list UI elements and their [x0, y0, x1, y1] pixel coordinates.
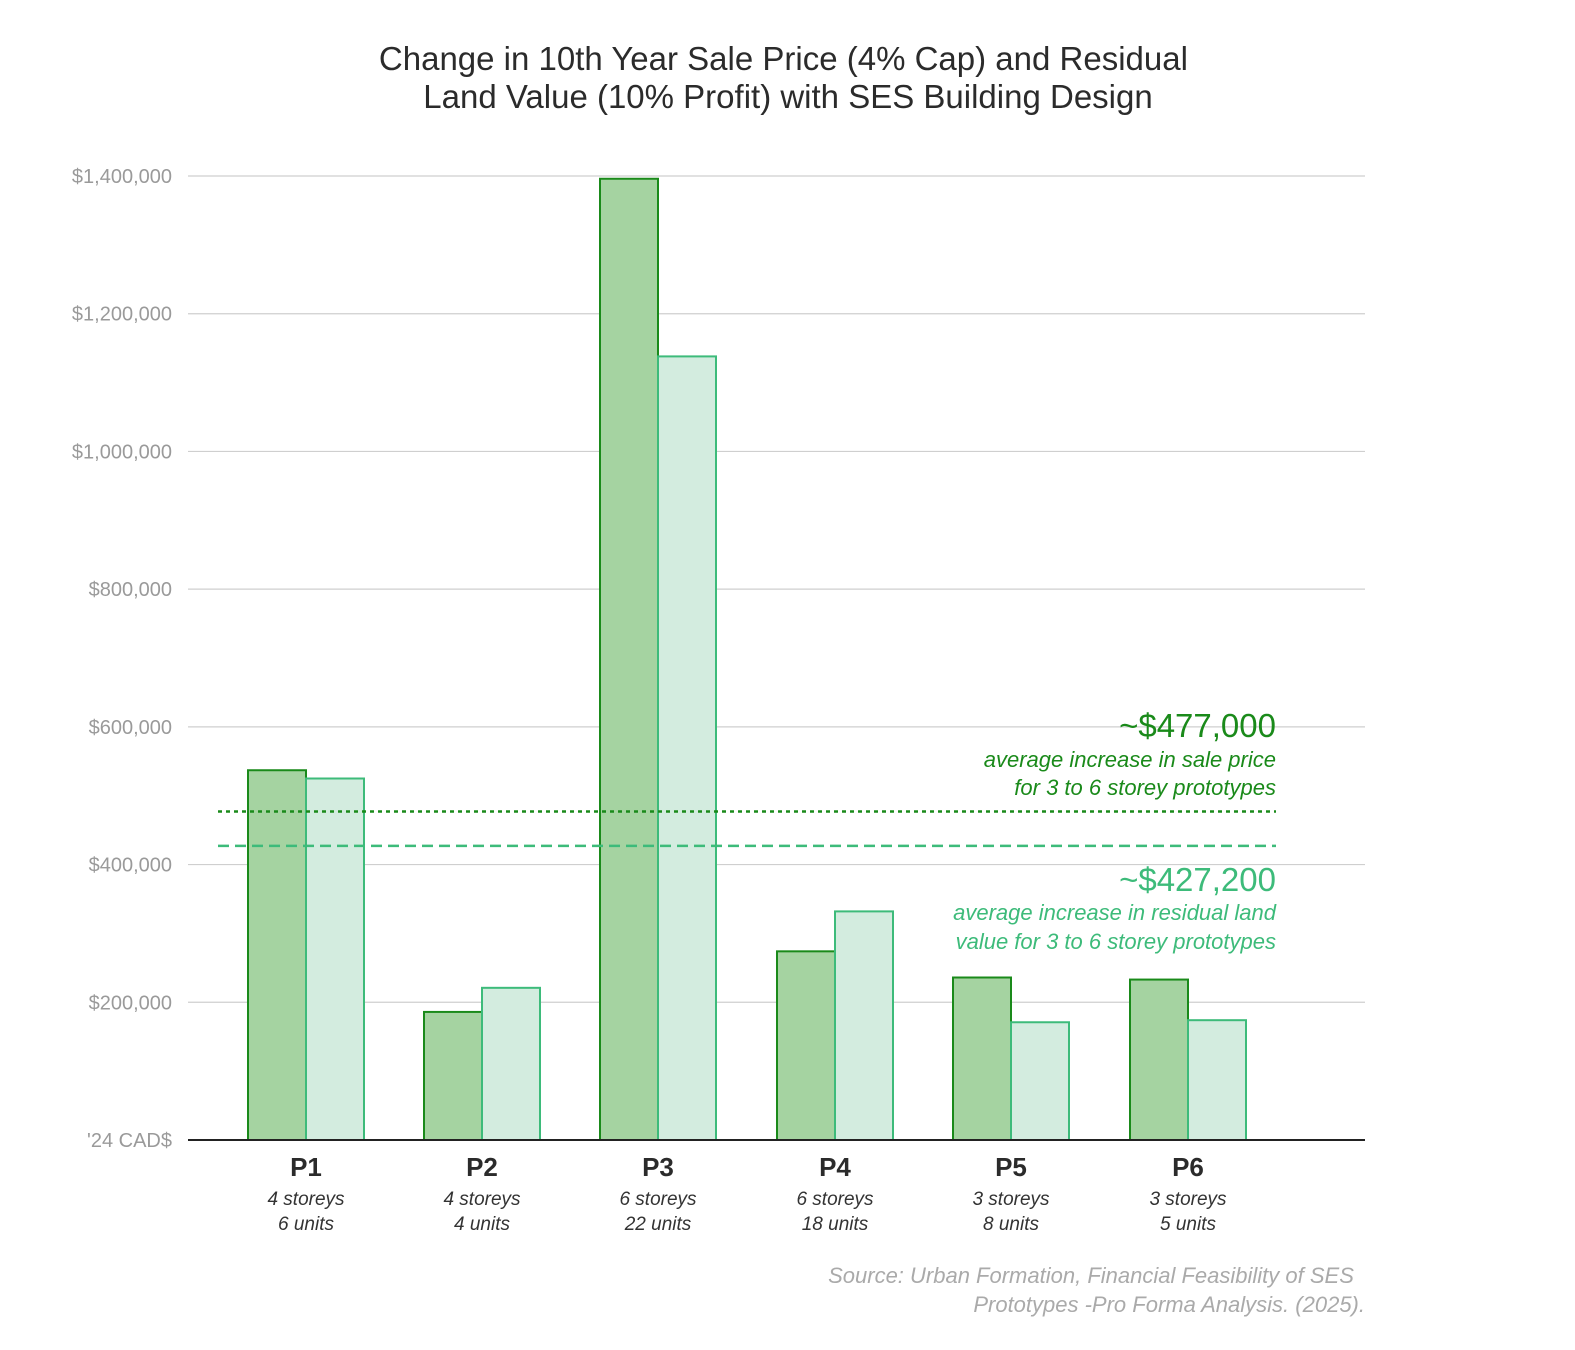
bar-series2-p4	[834, 910, 894, 1141]
category-label: P2	[466, 1152, 498, 1182]
category-label: P4	[819, 1152, 851, 1182]
annotation-description: value for 3 to 6 storey prototypes	[956, 929, 1276, 954]
category-detail: 6 units	[278, 1214, 334, 1235]
bar-series1-p3	[599, 177, 659, 1142]
bar-series2-p2	[481, 986, 541, 1142]
y-tick-label: $1,400,000	[72, 166, 172, 188]
annotation-value-1: ~$477,000	[1119, 707, 1276, 744]
category-label: P6	[1172, 1152, 1204, 1182]
bar-series2-p6	[1187, 1019, 1247, 1142]
bar-series1-p2	[423, 1010, 483, 1141]
chart-title-line-1: Change in 10th Year Sale Price (4% Cap) …	[379, 40, 1188, 77]
annotations: ~$477,000 average increase in sale price f…	[953, 707, 1277, 954]
bar-series1-p5	[952, 976, 1012, 1141]
reference-lines	[218, 810, 1276, 848]
category-label: P5	[995, 1152, 1027, 1182]
category-detail: 3 storeys	[972, 1189, 1050, 1210]
y-tick-label: '24 CAD$	[87, 1130, 172, 1152]
bar-series1-p4	[776, 950, 836, 1141]
category-label: P3	[642, 1152, 674, 1182]
y-tick-label: $200,000	[89, 992, 172, 1014]
source-line-1: Source: Urban Formation, Financial Feasi…	[828, 1263, 1354, 1288]
annotation-description: average increase in residual land	[953, 900, 1277, 925]
y-tick-label: $800,000	[89, 579, 172, 601]
category-detail: 6 storeys	[619, 1189, 697, 1210]
category-label: P1	[290, 1152, 322, 1182]
category-detail: 3 storeys	[1149, 1189, 1227, 1210]
category-detail: 5 units	[1160, 1214, 1216, 1235]
bar-series2-p1	[305, 777, 365, 1141]
bar-series1-p1	[247, 769, 307, 1141]
category-detail: 4 units	[454, 1214, 510, 1235]
y-tick-label: $1,200,000	[72, 304, 172, 326]
y-tick-label: $600,000	[89, 717, 172, 739]
gridlines	[188, 175, 1365, 1003]
y-tick-label: $400,000	[89, 855, 172, 877]
annotation-description: average increase in sale price	[984, 747, 1276, 772]
category-detail: 6 storeys	[796, 1189, 874, 1210]
x-axis-category-labels: P1 4 storeys 6 units P2 4 storeys 4 units P3 6 …	[267, 1152, 1227, 1235]
bars	[247, 177, 1247, 1142]
category-detail: 22 units	[624, 1214, 692, 1235]
y-axis-tick-labels: '24 CAD$ $200,000 $400,000 $600,000 $800,000…	[72, 166, 172, 1152]
bar-series2-p3	[657, 355, 717, 1141]
bar-series1-p6	[1129, 978, 1189, 1142]
category-detail: 18 units	[802, 1214, 869, 1235]
source-line-2: Prototypes -Pro Forma Analysis. (2025).	[973, 1292, 1365, 1317]
chart-title-line-2: Land Value (10% Profit) with SES Buildin…	[423, 78, 1152, 115]
annotation-value-2: ~$427,200	[1119, 861, 1276, 898]
chart-title: Change in 10th Year Sale Price (4% Cap) …	[379, 40, 1197, 115]
source-note: Source: Urban Formation, Financial Feasi…	[828, 1263, 1365, 1317]
bar-series2-p5	[1010, 1021, 1070, 1141]
category-detail: 4 storeys	[443, 1189, 521, 1210]
annotation-description: for 3 to 6 storey prototypes	[1014, 775, 1276, 800]
category-detail: 4 storeys	[267, 1189, 345, 1210]
y-tick-label: $1,000,000	[72, 441, 172, 463]
category-detail: 8 units	[983, 1214, 1039, 1235]
